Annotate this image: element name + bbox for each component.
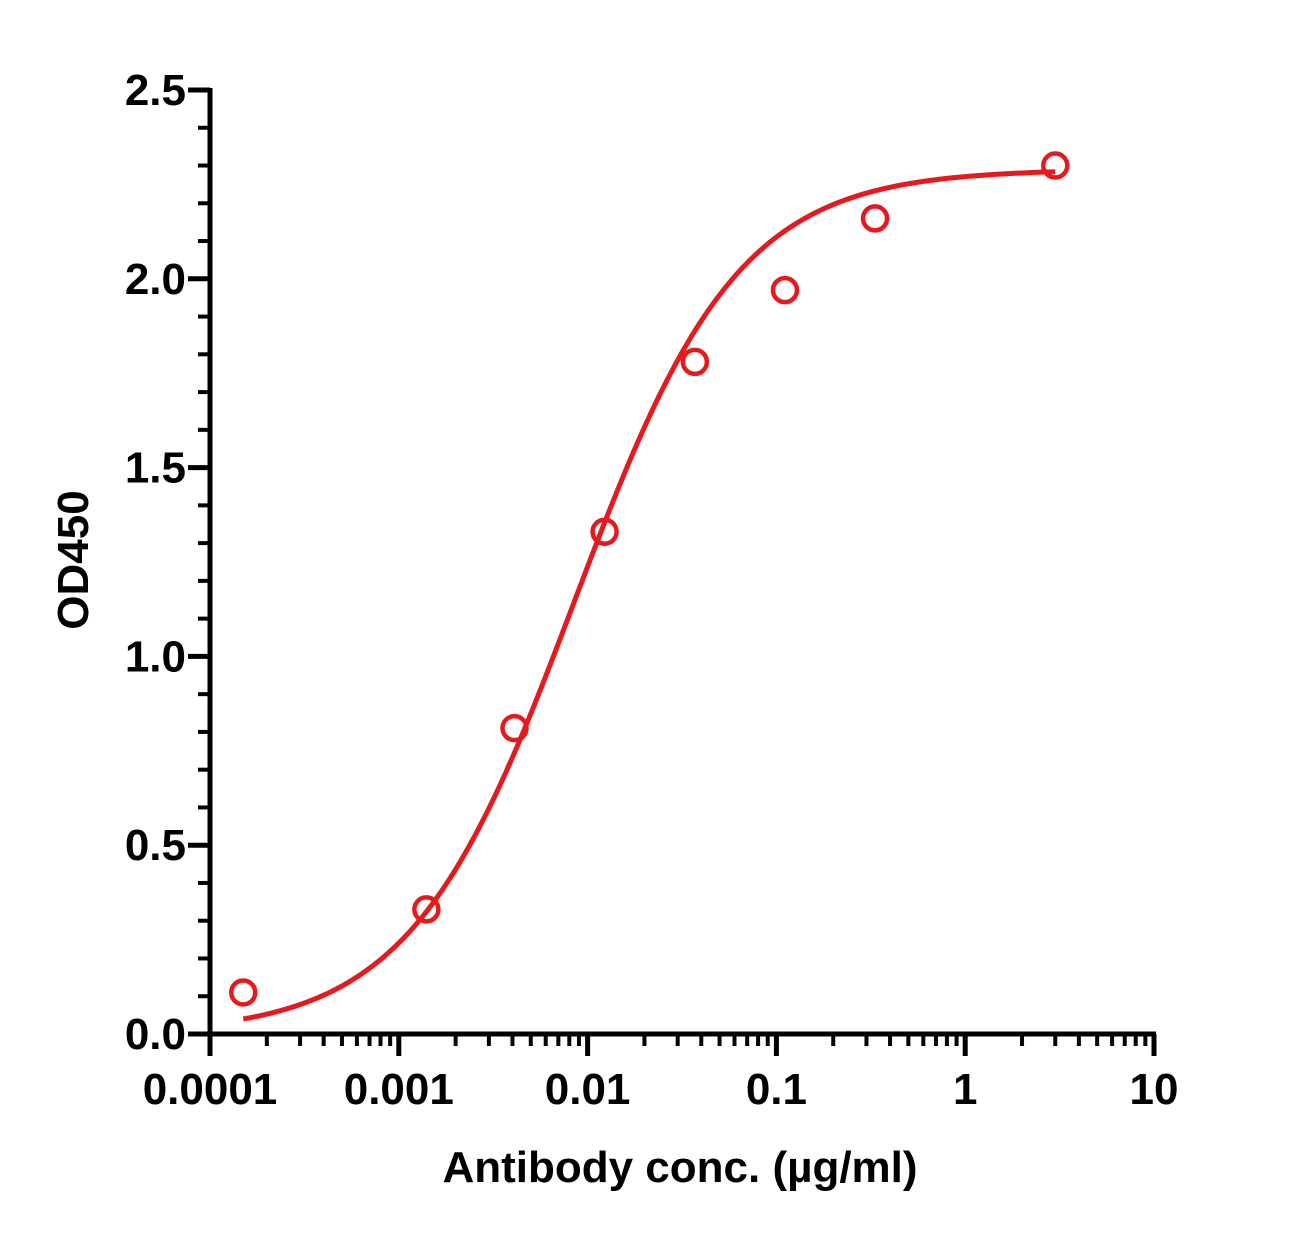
y-tick-label-1: 0.5 bbox=[125, 821, 186, 870]
y-tick-label-4: 2.0 bbox=[125, 255, 186, 304]
y-tick-label-3: 1.5 bbox=[125, 444, 186, 493]
data-point-0 bbox=[228, 978, 258, 1007]
data-point-6 bbox=[860, 204, 890, 233]
x-axis-label: Antibody conc. (µg/ml) bbox=[442, 1143, 917, 1192]
x-tick-label-0: 0.0001 bbox=[143, 1065, 278, 1114]
data-point-3 bbox=[590, 517, 619, 547]
x-tick-label-1: 0.001 bbox=[344, 1065, 454, 1114]
data-point-4 bbox=[680, 347, 710, 377]
axes bbox=[207, 88, 1156, 1037]
data-point-1 bbox=[412, 895, 441, 924]
x-tick-label-2: 0.01 bbox=[545, 1065, 631, 1114]
x-tick-label-3: 0.1 bbox=[746, 1065, 807, 1114]
y-tick-label-2: 1.0 bbox=[125, 632, 186, 681]
y-tick-label-5: 2.5 bbox=[125, 66, 186, 115]
x-tick-label-5: 10 bbox=[1130, 1065, 1179, 1114]
data-point-2 bbox=[500, 713, 529, 743]
tick-labels: 0.0 0.5 1.0 1.5 2.0 2.5 0.0001 0.001 0.01 0.1 1 10 bbox=[125, 66, 1179, 1114]
fit-curve bbox=[242, 169, 1056, 1022]
x-tick-label-4: 1 bbox=[953, 1065, 977, 1114]
data-point-7 bbox=[1041, 151, 1070, 180]
y-axis-label: OD450 bbox=[49, 490, 98, 629]
y-tick-label-0: 0.0 bbox=[125, 1010, 186, 1059]
ticks bbox=[188, 87, 1157, 1056]
data-point-5 bbox=[770, 275, 800, 305]
data-points bbox=[228, 151, 1070, 1007]
